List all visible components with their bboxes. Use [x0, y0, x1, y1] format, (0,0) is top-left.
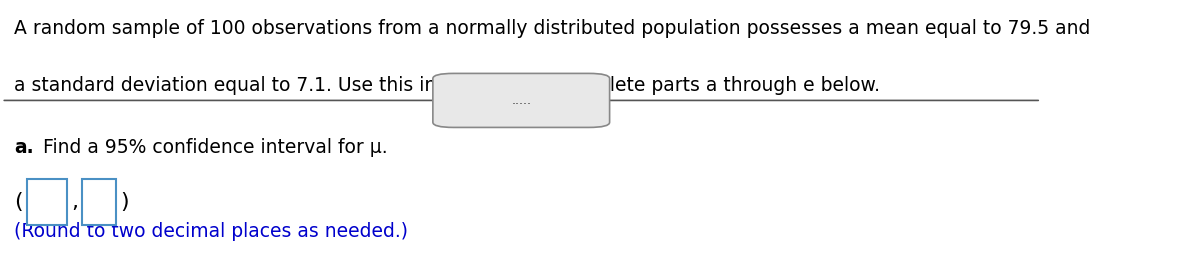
FancyBboxPatch shape — [83, 179, 115, 225]
Text: a.: a. — [14, 138, 34, 157]
FancyBboxPatch shape — [28, 179, 67, 225]
Text: (Round to two decimal places as needed.): (Round to two decimal places as needed.) — [14, 222, 408, 240]
Text: Find a 95% confidence interval for μ.: Find a 95% confidence interval for μ. — [37, 138, 388, 157]
Text: ,: , — [71, 192, 78, 212]
FancyBboxPatch shape — [433, 73, 610, 127]
Text: A random sample of 100 observations from a normally distributed population posse: A random sample of 100 observations from… — [14, 20, 1091, 38]
Text: ): ) — [120, 192, 128, 212]
Text: a standard deviation equal to 7.1. Use this information to complete parts a thro: a standard deviation equal to 7.1. Use t… — [14, 76, 880, 95]
Text: .....: ..... — [511, 94, 532, 107]
Text: (: ( — [14, 192, 23, 212]
